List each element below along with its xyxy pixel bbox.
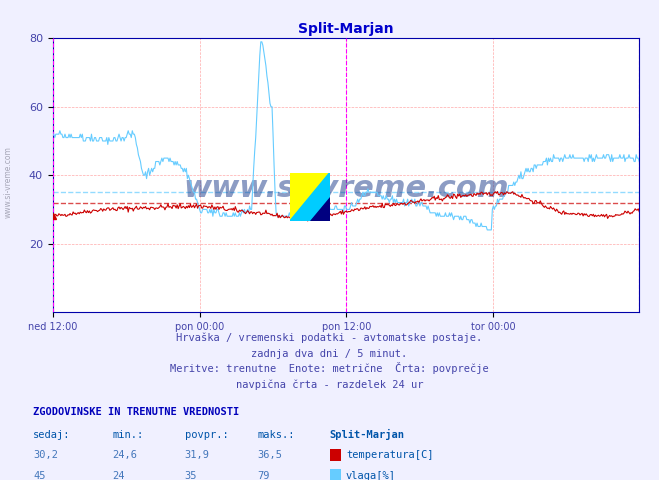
Text: www.si-vreme.com: www.si-vreme.com bbox=[183, 174, 509, 204]
Text: vlaga[%]: vlaga[%] bbox=[346, 470, 396, 480]
Polygon shape bbox=[310, 197, 330, 221]
Text: 45: 45 bbox=[33, 470, 45, 480]
Polygon shape bbox=[290, 173, 330, 221]
Text: sedaj:: sedaj: bbox=[33, 430, 71, 440]
Text: 24,6: 24,6 bbox=[112, 450, 137, 460]
Text: maks.:: maks.: bbox=[257, 430, 295, 440]
Text: min.:: min.: bbox=[112, 430, 143, 440]
Polygon shape bbox=[290, 173, 330, 221]
Text: 36,5: 36,5 bbox=[257, 450, 282, 460]
Text: Split-Marjan: Split-Marjan bbox=[330, 429, 405, 440]
Text: 79: 79 bbox=[257, 470, 270, 480]
Text: temperatura[C]: temperatura[C] bbox=[346, 450, 434, 460]
Text: www.si-vreme.com: www.si-vreme.com bbox=[3, 146, 13, 218]
Text: ZGODOVINSKE IN TRENUTNE VREDNOSTI: ZGODOVINSKE IN TRENUTNE VREDNOSTI bbox=[33, 407, 239, 417]
Text: Meritve: trenutne  Enote: metrične  Črta: povprečje: Meritve: trenutne Enote: metrične Črta: … bbox=[170, 362, 489, 374]
Title: Split-Marjan: Split-Marjan bbox=[298, 22, 394, 36]
Text: 24: 24 bbox=[112, 470, 125, 480]
Text: Hrvaška / vremenski podatki - avtomatske postaje.: Hrvaška / vremenski podatki - avtomatske… bbox=[177, 332, 482, 343]
Text: povpr.:: povpr.: bbox=[185, 430, 228, 440]
Text: zadnja dva dni / 5 minut.: zadnja dva dni / 5 minut. bbox=[251, 348, 408, 359]
Text: 30,2: 30,2 bbox=[33, 450, 58, 460]
Text: 31,9: 31,9 bbox=[185, 450, 210, 460]
Text: navpična črta - razdelek 24 ur: navpična črta - razdelek 24 ur bbox=[236, 380, 423, 390]
Text: 35: 35 bbox=[185, 470, 197, 480]
